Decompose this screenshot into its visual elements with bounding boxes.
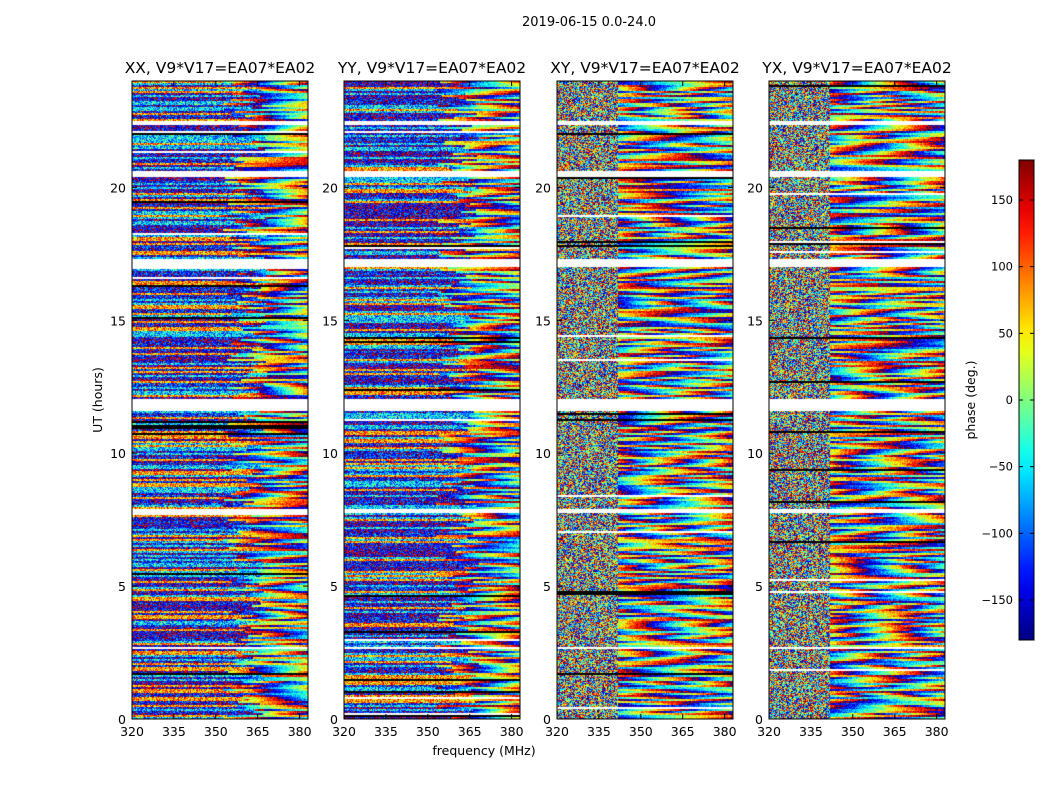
- y-tick-label: 15: [322, 313, 338, 328]
- colorbar-tick-label: 0: [1006, 393, 1013, 407]
- phase-heatmap: [557, 81, 733, 719]
- panel-frame: [556, 80, 734, 720]
- x-tick-label: 380: [925, 724, 949, 739]
- y-tick-label: 10: [322, 446, 338, 461]
- figure-title: 2019-06-15 0.0-24.0: [522, 15, 656, 30]
- x-tick-label: 365: [246, 724, 270, 739]
- x-tick-label: 335: [374, 724, 398, 739]
- y-tick-label: 20: [535, 180, 551, 195]
- x-tick-label: 380: [713, 724, 737, 739]
- y-tick-label: 10: [535, 446, 551, 461]
- panel-title: XY, V9*V17=EA07*EA02: [550, 59, 739, 77]
- x-tick-label: 350: [841, 724, 865, 739]
- x-tick-label: 350: [416, 724, 440, 739]
- y-tick-label: 20: [747, 180, 763, 195]
- x-tick-label: 335: [587, 724, 611, 739]
- x-tick-label: 380: [500, 724, 524, 739]
- phase-heatmap: [344, 81, 520, 719]
- panel-title: XX, V9*V17=EA07*EA02: [125, 59, 316, 77]
- y-tick-label: 15: [535, 313, 551, 328]
- x-tick-label: 350: [204, 724, 228, 739]
- panel-title: YX, V9*V17=EA07*EA02: [761, 59, 951, 77]
- y-tick-label: 5: [330, 579, 338, 594]
- y-tick-label: 10: [110, 446, 126, 461]
- colorbar-tick-label: 50: [998, 326, 1013, 340]
- x-tick-label: 320: [545, 724, 569, 739]
- x-tick-label: 320: [757, 724, 781, 739]
- y-axis-label: UT (hours): [90, 367, 105, 433]
- y-tick-label: 5: [543, 579, 551, 594]
- colorbar: −150 −100 −50 0 50 100 150: [981, 159, 1035, 641]
- x-tick-label: 380: [288, 724, 312, 739]
- y-tick-label: 5: [118, 579, 126, 594]
- x-tick-label: 365: [883, 724, 907, 739]
- x-tick-label: 350: [629, 724, 653, 739]
- panel-title: YY, V9*V17=EA07*EA02: [337, 59, 526, 77]
- panels-group: XX, V9*V17=EA07*EA02 320 335 350 365 380 0 5 10 1…: [110, 59, 952, 739]
- colorbar-tick-label: −150: [981, 593, 1013, 607]
- panel-frame: [768, 80, 946, 720]
- panel-yx: YX, V9*V17=EA07*EA02 320 335 350 365 380 0 5 10 1…: [747, 59, 952, 739]
- colorbar-tick-label: −50: [989, 460, 1013, 474]
- x-axis-label: frequency (MHz): [432, 743, 535, 758]
- colorbar-label: phase (deg.): [963, 361, 978, 440]
- y-tick-label: 0: [118, 712, 126, 727]
- x-tick-label: 335: [162, 724, 186, 739]
- y-tick-label: 10: [747, 446, 763, 461]
- y-tick-label: 0: [755, 712, 763, 727]
- x-tick-label: 335: [799, 724, 823, 739]
- y-tick-label: 5: [755, 579, 763, 594]
- panel-frame: [131, 80, 309, 720]
- colorbar-tick-label: −100: [981, 526, 1013, 540]
- y-tick-label: 0: [330, 712, 338, 727]
- panel-frame: [343, 80, 521, 720]
- colorbar-tick-label: 150: [991, 193, 1013, 207]
- phase-heatmap: [132, 81, 308, 719]
- y-tick-label: 15: [747, 313, 763, 328]
- panel-xx: XX, V9*V17=EA07*EA02 320 335 350 365 380 0 5 10 1…: [110, 59, 315, 739]
- y-tick-label: 0: [543, 712, 551, 727]
- colorbar-tick-label: 100: [991, 260, 1013, 274]
- y-tick-label: 20: [110, 180, 126, 195]
- panel-xy: XY, V9*V17=EA07*EA02 320 335 350 365 380 0 5 10 1…: [535, 59, 740, 739]
- phase-heatmap: [769, 81, 945, 719]
- x-tick-label: 320: [332, 724, 356, 739]
- x-tick-label: 365: [671, 724, 695, 739]
- x-tick-label: 320: [120, 724, 144, 739]
- y-tick-label: 15: [110, 313, 126, 328]
- y-tick-label: 20: [322, 180, 338, 195]
- panel-yy: YY, V9*V17=EA07*EA02 320 335 350 365 380 0 5 10 1…: [322, 59, 526, 739]
- x-tick-label: 365: [458, 724, 482, 739]
